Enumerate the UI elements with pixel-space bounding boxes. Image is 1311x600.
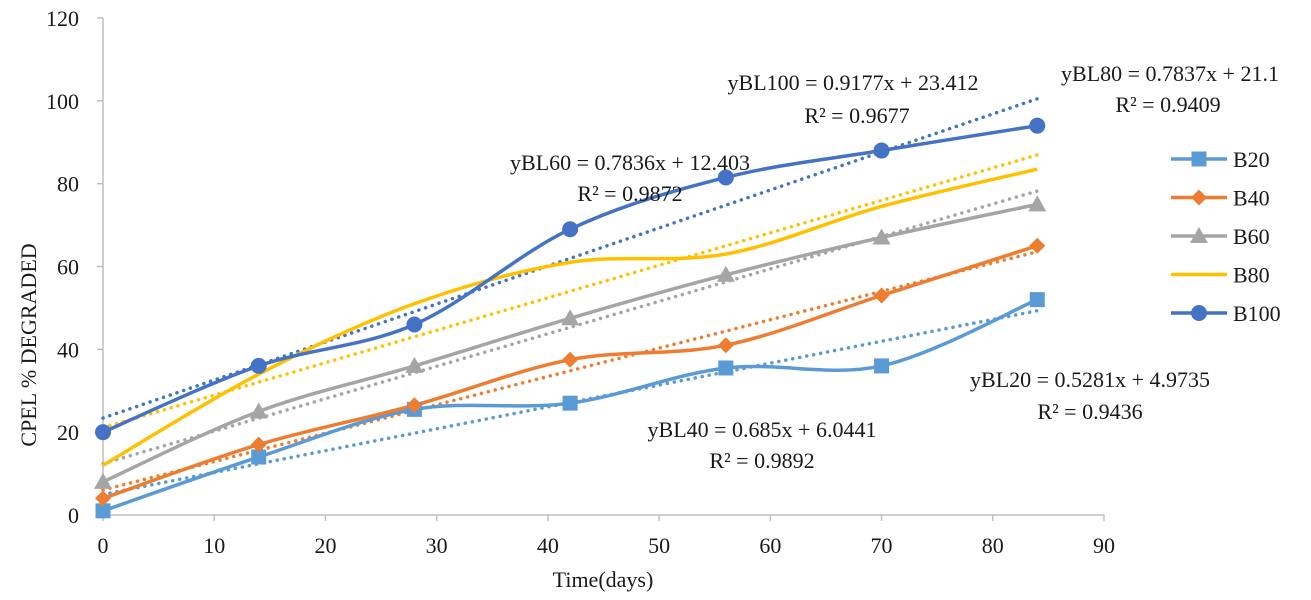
equation-b20: yBL20 = 0.5281x + 4.9735 [970, 367, 1210, 392]
y-tick-label: 60 [57, 255, 79, 280]
point-b20 [874, 358, 890, 374]
point-b60 [94, 472, 112, 489]
point-b20 [251, 449, 267, 465]
point-b60 [405, 356, 424, 373]
legend-label-b100: B100 [1233, 301, 1281, 326]
series-markers [94, 117, 1047, 519]
legend-label-b60: B60 [1233, 224, 1270, 249]
y-tick-label: 120 [46, 6, 79, 31]
equation-labels: yBL20 = 0.5281x + 4.9735 R² = 0.9436 yBL40… [510, 61, 1279, 473]
point-b100 [873, 142, 890, 159]
point-b100 [95, 424, 111, 441]
point-b60 [561, 309, 580, 326]
point-b40 [562, 351, 579, 368]
r-squared-b80: R² = 0.9409 [1115, 92, 1220, 117]
legend-marker-b20 [1191, 151, 1207, 167]
trendline-b80 [101, 153, 1040, 430]
equation-b100: yBL100 = 0.9177x + 23.412 [728, 70, 979, 95]
point-b20 [718, 360, 734, 376]
point-b20 [562, 395, 578, 411]
point-b60 [249, 402, 268, 419]
point-b100 [562, 221, 579, 238]
point-b40 [1029, 237, 1046, 254]
series-line-b60 [102, 202, 1038, 484]
x-tick-label: 40 [537, 533, 559, 558]
point-b40 [95, 490, 111, 507]
legend-marker-b60 [1190, 227, 1208, 243]
y-axis-title: CPEL % DEGRADED [16, 243, 41, 446]
r-squared-b60: R² = 0.9872 [577, 181, 682, 206]
point-b60 [872, 228, 891, 245]
r-squared-b20: R² = 0.9436 [1037, 399, 1142, 424]
x-tick-label: 60 [759, 533, 781, 558]
x-tick-label: 50 [648, 533, 670, 558]
axes: 0 10 20 30 40 50 60 70 80 90 0 20 40 60 80 100 120 [46, 6, 1115, 558]
legend-label-b20: B20 [1233, 147, 1270, 172]
point-b100 [1029, 117, 1046, 134]
point-b60 [716, 265, 735, 282]
x-tick-label: 70 [871, 533, 893, 558]
y-tick-label: 0 [68, 503, 79, 528]
x-tick-label: 30 [426, 533, 448, 558]
y-tick-label: 80 [57, 172, 79, 197]
r-squared-b100: R² = 0.9677 [804, 103, 909, 128]
y-tick-label: 20 [57, 420, 79, 445]
point-b20 [95, 503, 111, 519]
point-b100 [717, 169, 734, 186]
r-squared-b40: R² = 0.9892 [709, 448, 814, 473]
y-tick-label: 100 [46, 89, 79, 114]
legend-marker-b100 [1191, 305, 1207, 321]
legend: B20 B40 B60 B80 B100 [1171, 147, 1281, 326]
point-b20 [1029, 292, 1045, 308]
legend-label-b80: B80 [1233, 263, 1270, 288]
x-tick-label: 10 [203, 533, 225, 558]
series-line-b80 [102, 167, 1038, 467]
y-tick-label: 40 [57, 337, 79, 362]
point-b60 [1028, 195, 1047, 212]
equation-b60: yBL60 = 0.7836x + 12.403 [510, 150, 750, 175]
equation-b40: yBL40 = 0.685x + 6.0441 [648, 417, 877, 442]
x-tick-label: 20 [314, 533, 336, 558]
point-b100 [250, 357, 267, 374]
x-tick-label: 80 [982, 533, 1004, 558]
legend-label-b40: B40 [1233, 186, 1270, 211]
x-axis-title: Time(days) [553, 567, 654, 592]
point-b40 [250, 436, 267, 453]
x-tick-label: 0 [98, 533, 109, 558]
legend-marker-b40 [1191, 189, 1207, 206]
point-b100 [406, 316, 423, 333]
point-b40 [873, 287, 890, 304]
point-b40 [717, 337, 734, 354]
point-b40 [406, 397, 423, 414]
x-tick-label: 90 [1093, 533, 1115, 558]
equation-b80: yBL80 = 0.7837x + 21.1 [1061, 61, 1279, 86]
